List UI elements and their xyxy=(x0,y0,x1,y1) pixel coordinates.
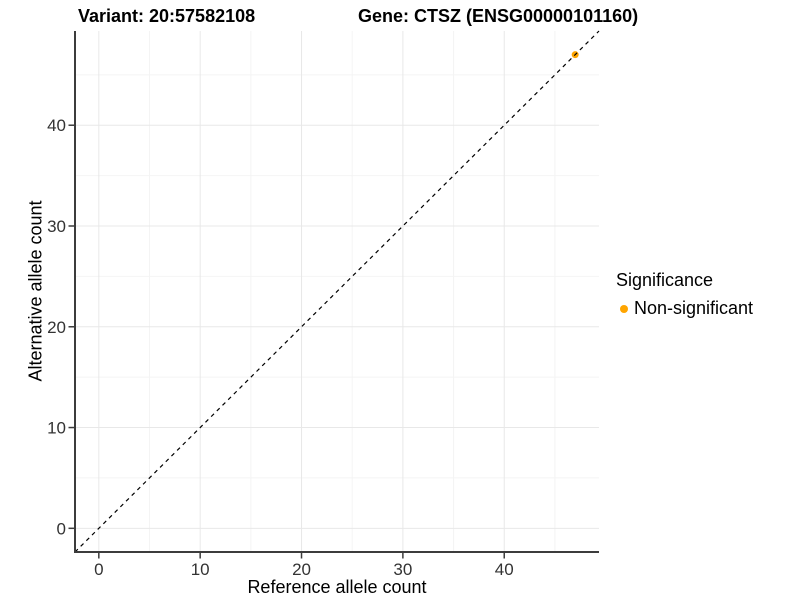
x-axis-title: Reference allele count xyxy=(247,577,427,597)
legend-entry: Non-significant xyxy=(616,298,753,319)
y-axis-title: Alternative allele count xyxy=(25,200,46,382)
gene-title: Gene: CTSZ (ENSG00000101160) xyxy=(358,6,639,26)
legend: Significance Non-significant xyxy=(616,270,753,319)
y-tick-label: 30 xyxy=(47,217,66,236)
legend-entry-label: Non-significant xyxy=(634,298,754,318)
legend-title: Significance xyxy=(616,270,714,290)
identity-line xyxy=(74,30,600,553)
x-tick-label: 10 xyxy=(191,560,210,579)
variant-title: Variant: 20:57582108 xyxy=(78,6,256,26)
legend-point-swatch xyxy=(620,304,628,313)
y-tick-label: 0 xyxy=(57,519,66,538)
x-tick-label: 0 xyxy=(94,560,103,579)
y-tick-label: 10 xyxy=(47,419,66,438)
y-tick-label: 40 xyxy=(47,116,66,135)
x-tick-label: 30 xyxy=(393,560,412,579)
x-tick-label: 20 xyxy=(292,560,311,579)
y-tick-label: 20 xyxy=(47,318,66,337)
x-tick-label: 40 xyxy=(495,560,514,579)
